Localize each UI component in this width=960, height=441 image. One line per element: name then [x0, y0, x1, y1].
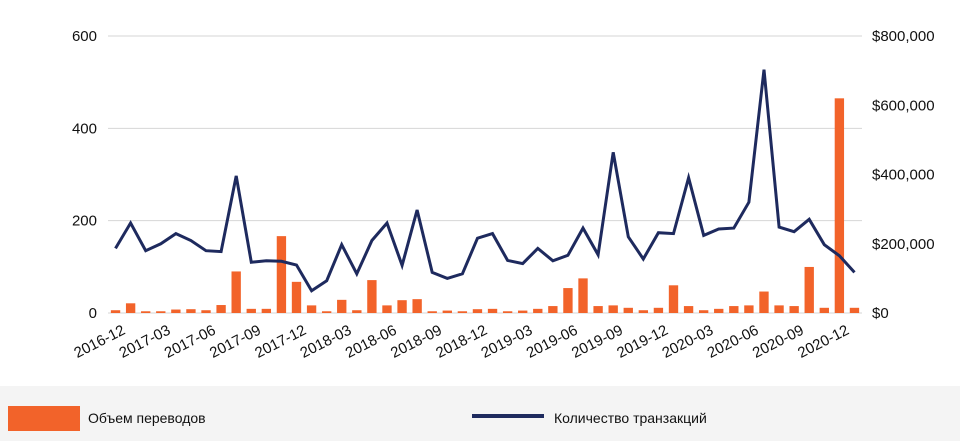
bar [472, 309, 483, 313]
x-tick-label: 2016-12 [71, 322, 128, 362]
bar [246, 308, 256, 313]
combo-chart: 0 200 400 600 $0 $200,000 $400,000 $600,000 $800… [71, 28, 935, 362]
bar [759, 291, 769, 313]
plot-area [0, 0, 960, 386]
bar [804, 266, 814, 313]
bar [382, 305, 392, 313]
bar [744, 305, 754, 313]
bar [502, 311, 513, 313]
bar [834, 98, 845, 313]
x-tick-label: 2020-06 [705, 322, 762, 362]
series-line [114, 69, 856, 293]
bar [714, 308, 724, 313]
bar [729, 306, 739, 313]
bar [125, 303, 136, 313]
bar [593, 306, 603, 313]
bar [306, 305, 317, 313]
x-tick-label: 2018-03 [298, 322, 355, 362]
bar [533, 308, 543, 313]
bar [216, 305, 226, 313]
bar [156, 311, 166, 313]
legend-bar-swatch [8, 406, 80, 431]
x-tick-label: 2020-09 [750, 322, 807, 362]
bar [849, 307, 860, 313]
bar [698, 310, 709, 313]
bar [548, 306, 558, 313]
bar [231, 271, 241, 313]
bar [774, 305, 784, 313]
y-left-tick-label: 600 [72, 28, 97, 45]
bar [276, 236, 287, 313]
bar [442, 310, 452, 313]
x-tick-label: 2018-12 [433, 322, 490, 362]
x-tick-label: 2017-12 [252, 322, 309, 362]
bar [367, 280, 377, 313]
bar [427, 311, 437, 313]
y-left-tick-label: 400 [72, 120, 97, 137]
bar [110, 310, 121, 313]
y-left-tick-label: 200 [72, 213, 97, 230]
legend-line-swatch [472, 414, 544, 418]
bar [789, 306, 799, 313]
x-tick-label: 2017-09 [207, 322, 264, 362]
x-tick-label: 2018-06 [343, 322, 400, 362]
x-tick-label: 2018-09 [388, 322, 445, 362]
bar [261, 308, 272, 313]
bar [638, 310, 649, 313]
bar [291, 281, 302, 313]
x-tick-label: 2017-03 [117, 322, 174, 362]
bar [623, 307, 633, 313]
legend-bar-label: Объем переводов [88, 410, 206, 426]
y-left-tick-label: 0 [89, 305, 97, 322]
bar [653, 307, 664, 313]
x-tick-label: 2019-03 [478, 322, 535, 362]
bar [201, 310, 211, 313]
y-right-tick-label: $200,000 [872, 236, 935, 253]
bar [352, 310, 362, 313]
y-right-tick-label: $400,000 [872, 167, 935, 184]
bar [563, 288, 573, 313]
bar [578, 278, 588, 313]
y-right-tick-label: $600,000 [872, 97, 935, 114]
bar [819, 307, 829, 313]
x-tick-label: 2019-09 [569, 322, 626, 362]
y-right-tick-label: $0 [872, 305, 889, 322]
bar [397, 300, 407, 313]
bar [412, 299, 422, 313]
bar [141, 311, 151, 313]
bar [608, 305, 618, 313]
bar [171, 309, 181, 313]
y-right-tick-label: $800,000 [872, 28, 935, 45]
bar [457, 311, 468, 313]
x-tick-label: 2017-06 [162, 322, 219, 362]
bar [337, 299, 347, 313]
x-tick-label: 2020-12 [795, 322, 852, 362]
bar [668, 285, 679, 313]
x-tick-label: 2020-03 [659, 322, 716, 362]
bar [321, 311, 332, 313]
bar [518, 310, 528, 313]
bar [186, 309, 196, 313]
x-tick-label: 2019-12 [614, 322, 671, 362]
x-tick-label: 2019-06 [524, 322, 581, 362]
bar [487, 308, 498, 313]
legend-line-label: Количество транзакций [554, 410, 707, 426]
bar [683, 306, 694, 313]
